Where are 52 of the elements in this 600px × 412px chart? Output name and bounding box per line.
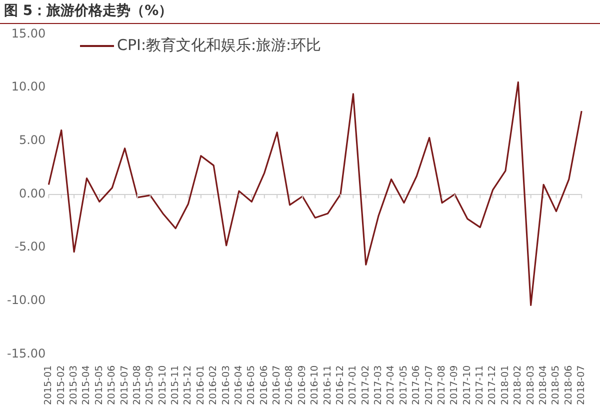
x-tick-label: 2016-02 [208,365,220,406]
x-tick-label: 2016-11 [322,365,334,406]
y-tick-label: 15.00 [11,26,46,40]
x-tick-label: 2018-02 [512,365,524,406]
y-tick-label: -15.00 [6,346,46,360]
x-tick-label: 2017-05 [398,365,410,406]
chart-title: 图 5：旅游价格走势（%） [0,0,600,24]
x-tick-label: 2015-02 [56,365,67,406]
x-tick-label: 2016-03 [220,365,232,406]
x-tick-label: 2015-04 [81,365,92,406]
x-tick-label: 2015-05 [94,365,105,406]
y-tick-label: 0.00 [18,186,46,200]
x-tick-label: 2017-02 [360,365,372,406]
x-tick-label: 2015-08 [132,365,143,406]
x-tick-label: 2015-11 [170,365,182,406]
x-tick-label: 2016-04 [233,365,244,406]
x-tick-label: 2016-07 [272,365,283,406]
x-tick-label: 2015-07 [119,365,130,406]
x-tick-label: 2016-01 [195,365,206,406]
y-tick-label: 10.00 [11,80,46,94]
y-tick-label: -5.00 [14,240,46,254]
x-tick-label: 2017-01 [348,365,359,406]
x-tick-label: 2017-10 [462,365,473,406]
x-tick-label: 2015-09 [144,365,156,406]
x-tick-label: 2017-12 [487,365,498,406]
x-tick-label: 2016-09 [296,365,308,406]
legend-label: CPI:教育文化和娱乐:旅游:环比 [117,36,322,55]
x-tick-label: 2018-04 [538,365,550,406]
x-tick-label: 2016-10 [310,365,321,406]
x-tick-label: 2016-08 [284,365,296,406]
x-tick-label: 2015-06 [106,365,118,406]
x-tick-label: 2017-04 [386,365,397,406]
x-tick-label: 2018-07 [576,365,588,406]
x-tick-label: 2017-03 [373,365,384,406]
x-tick-label: 2015-12 [182,365,194,406]
y-tick-label: 5.00 [18,133,46,148]
x-tick-label: 2018-06 [563,365,574,406]
x-tick-label: 2018-05 [550,365,562,406]
x-tick-label: 2015-01 [43,365,54,406]
x-tick-label: 2016-05 [246,365,258,406]
x-tick-label: 2016-12 [334,365,346,406]
x-tick-label: 2017-07 [424,365,435,406]
x-tick-label: 2015-10 [157,365,168,406]
x-tick-label: 2017-06 [411,365,422,406]
x-tick-label: 2017-09 [449,365,460,406]
x-tick-label: 2016-06 [258,365,270,406]
x-tick-label: 2015-03 [68,365,80,406]
x-tick-label: 2018-03 [525,365,536,406]
x-tick-label: 2018-01 [500,365,511,406]
y-tick-label: -10.00 [6,293,46,308]
x-tick-label: 2017-11 [474,365,486,406]
x-tick-label: 2017-08 [436,365,448,406]
